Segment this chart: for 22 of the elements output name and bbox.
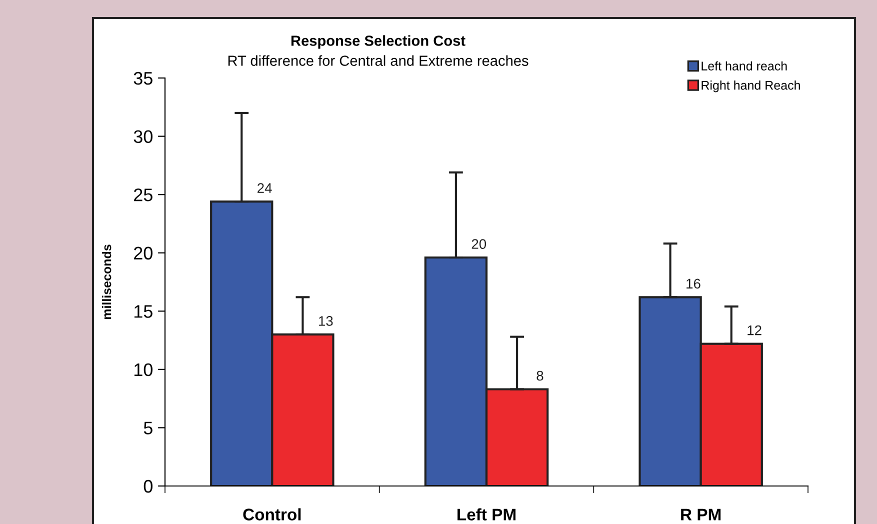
data-label: 24	[258, 183, 272, 193]
data-label: 20	[472, 239, 486, 249]
y-tick-label: 0	[144, 480, 152, 493]
x-tick-label: R PM	[681, 508, 721, 520]
y-tick-label: 10	[134, 363, 152, 376]
data-label: 16	[686, 278, 700, 289]
y-tick-label: 35	[134, 72, 152, 85]
y-axis-title: milliseconds	[102, 244, 112, 320]
x-tick-label: Left PM	[458, 508, 516, 520]
y-tick-label: 20	[134, 246, 152, 260]
legend-label: Right hand Reach	[702, 80, 800, 92]
chart-title: Response Selection Cost	[291, 35, 466, 49]
chart-subtitle: RT difference for Central and Extreme reaches	[228, 55, 528, 66]
legend-label: Left hand reach	[702, 61, 787, 70]
y-tick-label: 5	[144, 422, 152, 434]
x-tick-label: Control	[243, 508, 301, 520]
y-tick-label: 30	[134, 130, 152, 144]
data-label: 13	[318, 316, 333, 326]
y-tick-label: 25	[134, 188, 152, 202]
data-label: 12	[748, 325, 762, 336]
data-label: 8	[536, 370, 544, 381]
y-tick-label: 15	[134, 305, 152, 318]
